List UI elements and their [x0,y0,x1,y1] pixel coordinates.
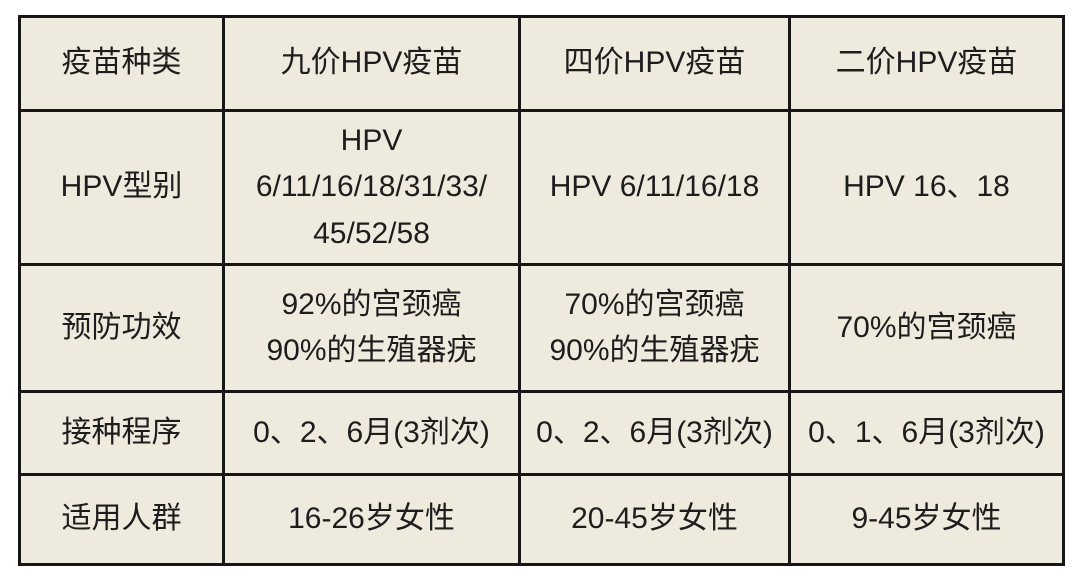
cell-hpv-types-2-valent: HPV 16、18 [788,109,1065,266]
cell-efficacy-9-valent: 92%的宫颈癌 90%的生殖器疣 [222,263,521,393]
cell-population-4-valent: 20-45岁女性 [518,473,791,566]
cell-hpv-types-4-valent: HPV 6/11/16/18 [518,109,791,266]
row-label-population: 适用人群 [18,473,225,566]
table-row-hpv-types: HPV型别 HPV 6/11/16/18/31/33/ 45/52/58 HPV… [18,109,1065,266]
table-header-row: 疫苗种类 九价HPV疫苗 四价HPV疫苗 二价HPV疫苗 [18,15,1065,112]
cell-schedule-2-valent: 0、1、6月(3剂次) [788,390,1065,476]
row-label-hpv-types: HPV型别 [18,109,225,266]
cell-schedule-4-valent: 0、2、6月(3剂次) [518,390,791,476]
table-row-population: 适用人群 16-26岁女性 20-45岁女性 9-45岁女性 [18,473,1065,566]
header-cell-2-valent: 二价HPV疫苗 [788,15,1065,112]
cell-efficacy-4-valent: 70%的宫颈癌 90%的生殖器疣 [518,263,791,393]
cell-efficacy-2-valent: 70%的宫颈癌 [788,263,1065,393]
hpv-vaccine-comparison-table: 疫苗种类 九价HPV疫苗 四价HPV疫苗 二价HPV疫苗 HPV型别 HPV 6… [18,15,1065,566]
cell-population-9-valent: 16-26岁女性 [222,473,521,566]
cell-schedule-9-valent: 0、2、6月(3剂次) [222,390,521,476]
table-row-schedule: 接种程序 0、2、6月(3剂次) 0、2、6月(3剂次) 0、1、6月(3剂次) [18,390,1065,476]
row-label-efficacy: 预防功效 [18,263,225,393]
header-cell-4-valent: 四价HPV疫苗 [518,15,791,112]
cell-population-2-valent: 9-45岁女性 [788,473,1065,566]
row-label-schedule: 接种程序 [18,390,225,476]
table-row-efficacy: 预防功效 92%的宫颈癌 90%的生殖器疣 70%的宫颈癌 90%的生殖器疣 7… [18,263,1065,393]
header-cell-vaccine-type: 疫苗种类 [18,15,225,112]
cell-hpv-types-9-valent: HPV 6/11/16/18/31/33/ 45/52/58 [222,109,521,266]
header-cell-9-valent: 九价HPV疫苗 [222,15,521,112]
